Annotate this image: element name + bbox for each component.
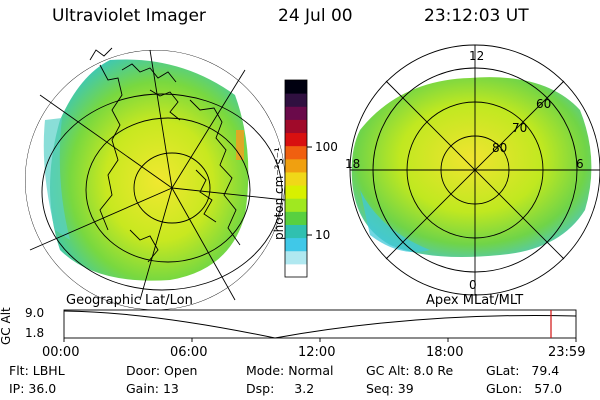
colorbar-band — [285, 145, 307, 160]
colorbar-band — [285, 250, 307, 265]
latlon-grid — [29, 49, 286, 301]
colorbar-band — [285, 211, 307, 225]
glon-field: GLon: 57.0 — [486, 381, 563, 396]
colorbar-band — [285, 158, 307, 173]
mlat-label-80: 80 — [492, 141, 507, 155]
alt-xtick-1: 06:00 — [170, 345, 208, 360]
mlt-label-6: 6 — [576, 157, 584, 171]
mlat-label-70: 70 — [512, 121, 527, 135]
date-label: 24 Jul 00 — [278, 6, 353, 26]
mlat-grid — [349, 44, 600, 296]
mlt-label-0: 0 — [469, 278, 477, 292]
geographic-image — [25, 47, 286, 310]
time-label: 23:12:03 UT — [424, 6, 529, 26]
colorbar-band — [285, 93, 307, 107]
ip-field: IP: 36.0 — [9, 381, 57, 396]
mlat-label-60: 60 — [536, 97, 551, 111]
altitude-plot-frame — [63, 309, 577, 339]
colorbar-band — [285, 106, 307, 120]
glat-field: GLat: 79.4 — [486, 363, 560, 378]
flt-field: Flt: LBHL — [9, 363, 65, 378]
seq-field: Seq: 39 — [366, 381, 414, 396]
instrument-title: Ultraviolet Imager — [52, 6, 206, 26]
auroral-emission-left — [50, 59, 249, 281]
coastlines — [89, 47, 241, 263]
oval-edge — [360, 190, 430, 253]
colorbar-unit: photon cm⁻²s⁻¹ — [272, 147, 286, 240]
colorbar-band — [285, 198, 307, 212]
alt-xtick-3: 18:00 — [426, 345, 464, 360]
dsp-field: Dsp: 3.2 — [246, 381, 315, 396]
alt-xtick-0: 00:00 — [42, 345, 80, 360]
colorbar-band — [285, 224, 307, 239]
colorbar-band — [285, 263, 307, 278]
colorbar-band — [285, 132, 307, 147]
colorbar-band — [285, 237, 307, 252]
edge-emission — [43, 118, 70, 240]
mlt-label-12: 12 — [469, 49, 484, 63]
mode-field: Mode: Normal — [246, 363, 334, 378]
gc-alt-field: GC Alt: 8.0 Re — [366, 363, 454, 378]
gain-field: Gain: 13 — [126, 381, 179, 396]
right-panel-caption: Apex MLat/MLT — [426, 293, 524, 308]
mlt-label-18: 18 — [345, 157, 360, 171]
alt-ytick-low: 1.8 — [25, 326, 45, 340]
door-field: Door: Open — [126, 363, 198, 378]
alt-xtick-2: 12:00 — [298, 345, 336, 360]
altitude-curve — [63, 310, 577, 339]
colorbar-tick-100: 100 — [315, 140, 338, 154]
bright-spot — [236, 130, 244, 160]
altitude-ylabel: GC Alt — [0, 307, 13, 345]
colorbar — [284, 79, 308, 278]
alt-xtick-4: 23:59 — [548, 345, 586, 360]
magnetic-polar-image — [349, 44, 600, 296]
colorbar-band — [285, 171, 307, 186]
colorbar-band — [285, 80, 307, 94]
altitude-plot — [63, 309, 577, 342]
colorbar-band — [285, 185, 307, 199]
left-panel-caption: Geographic Lat/Lon — [66, 293, 193, 308]
alt-ytick-high: 9.0 — [25, 306, 45, 320]
colorbar-tick-10: 10 — [315, 228, 330, 242]
colorbar-band — [285, 119, 307, 134]
